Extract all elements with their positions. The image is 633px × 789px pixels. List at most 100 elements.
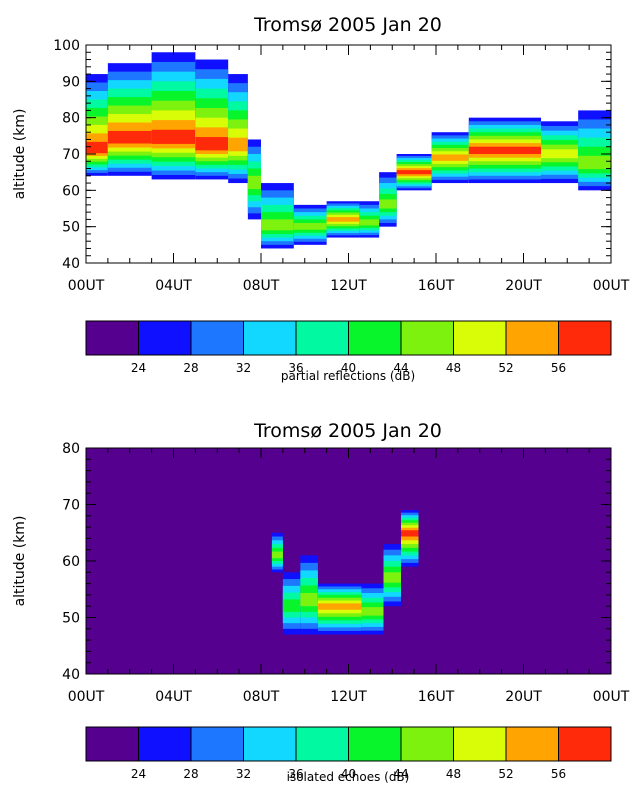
colorbar-swatch [558, 320, 612, 356]
data-cell [247, 175, 261, 190]
colorbar-swatch [348, 726, 402, 762]
data-cell [151, 129, 196, 144]
plot-area [86, 45, 611, 263]
data-cell [379, 199, 397, 209]
data-cell [541, 149, 579, 159]
y-tick-label: 70 [62, 147, 80, 163]
data-region [326, 201, 360, 238]
colorbar-swatch [400, 320, 454, 356]
data-region [261, 183, 294, 249]
data-cell [396, 170, 432, 175]
data-region [107, 63, 152, 176]
data-region [379, 172, 397, 227]
data-cell [86, 141, 108, 154]
colorbar-swatch [85, 726, 139, 762]
colorbar-tick-label: 44 [393, 767, 408, 781]
x-tick-label: 00UT [68, 689, 105, 705]
chart-title: Tromsø 2005 Jan 20 [253, 14, 442, 36]
data-region [468, 117, 541, 184]
x-tick-label: 20UT [505, 689, 542, 705]
y-tick-label: 50 [62, 220, 80, 236]
y-axis: 40 50 60 70 80 [62, 441, 611, 683]
colorbar-swatch [243, 726, 297, 762]
data-region [578, 110, 611, 191]
colorbar-swatch [453, 726, 507, 762]
y-tick-label: 90 [62, 74, 80, 90]
data-region [383, 544, 401, 607]
data-region [541, 121, 579, 184]
chart-title: Tromsø 2005 Jan 20 [253, 420, 442, 442]
x-tick-label: 20UT [505, 278, 542, 294]
data-cell [401, 530, 419, 537]
data-region [151, 52, 196, 180]
colorbar-swatch [295, 726, 349, 762]
colorbar-tick-label: 56 [551, 361, 566, 375]
colorbar-tick-label: 28 [183, 361, 198, 375]
data-cell [228, 137, 248, 152]
y-tick-label: 80 [62, 111, 80, 127]
y-axis-label: altitude (km) [12, 109, 28, 200]
colorbar-label: isolated echoes (dB) [287, 770, 410, 784]
data-region [431, 132, 469, 184]
colorbar-tick-label: 52 [498, 361, 513, 375]
colorbar-tick-label: 52 [498, 767, 513, 781]
data-cell [326, 217, 360, 222]
y-tick-label: 60 [62, 554, 80, 570]
data-region [317, 583, 362, 635]
colorbar-tick-label: 48 [446, 767, 461, 781]
plot-background [86, 448, 611, 674]
colorbar-swatch [505, 320, 559, 356]
data-region [361, 583, 384, 635]
data-region [401, 510, 419, 567]
x-tick-label: 16UT [418, 278, 455, 294]
y-tick-label: 100 [53, 38, 80, 54]
colorbar-tick-label: 32 [236, 767, 251, 781]
colorbar-swatch [558, 726, 612, 762]
data-cell [282, 599, 301, 612]
plot-area [86, 448, 611, 674]
colorbar-tick-label: 36 [288, 767, 303, 781]
data-cell [271, 551, 283, 559]
colorbar-swatch [295, 320, 349, 356]
x-tick-label: 00UT [68, 278, 105, 294]
colorbar-swatch [243, 320, 297, 356]
y-tick-label: 60 [62, 183, 80, 199]
x-tick-label: 08UT [243, 278, 280, 294]
data-region [228, 74, 248, 184]
data-region [195, 59, 229, 180]
colorbar-swatch [138, 320, 192, 356]
colorbar-swatch [190, 726, 244, 762]
y-tick-label: 70 [62, 498, 80, 514]
x-tick-label: 04UT [155, 689, 192, 705]
colorbar-tick-label: 32 [236, 361, 251, 375]
data-region [282, 572, 301, 635]
colorbar-tick-label: 24 [131, 767, 146, 781]
x-tick-label: 12UT [330, 689, 367, 705]
y-tick-label: 40 [62, 667, 80, 683]
colorbar: 24 28 32 36 40 44 48 52 56 [85, 726, 612, 781]
colorbar-tick-label: 36 [288, 361, 303, 375]
colorbar-swatch [190, 320, 244, 356]
y-tick-label: 80 [62, 441, 80, 457]
data-cell [468, 146, 541, 154]
x-tick-label: 12UT [330, 278, 367, 294]
data-cell [317, 603, 362, 610]
colorbar-label: partial reflections (dB) [281, 369, 415, 383]
data-cell [578, 155, 611, 170]
data-cell [293, 223, 327, 230]
colorbar-swatch [85, 320, 139, 356]
x-axis: 00UT 04UT 08UT 12UT 16UT 20UT 00UT [68, 448, 630, 705]
colorbar: 24 28 32 36 40 44 48 52 56 [85, 320, 612, 375]
data-cell [195, 137, 229, 151]
y-axis: 40 50 60 70 80 90 100 [53, 38, 611, 272]
x-tick-label: 00UT [593, 689, 630, 705]
x-axis: 00UT 04UT 08UT 12UT 16UT 20UT 00UT [68, 45, 630, 294]
data-cell [359, 219, 380, 226]
colorbar-swatch [348, 320, 402, 356]
colorbar-tick-label: 44 [393, 361, 408, 375]
y-axis-label: altitude (km) [12, 516, 28, 607]
data-region [86, 74, 108, 176]
data-region [396, 154, 432, 191]
